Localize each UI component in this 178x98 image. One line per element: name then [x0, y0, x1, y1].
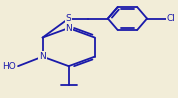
Text: HO: HO	[2, 62, 16, 71]
Text: N: N	[39, 52, 46, 61]
Text: N: N	[65, 24, 72, 33]
Text: S: S	[66, 14, 72, 23]
Text: Cl: Cl	[167, 14, 176, 23]
